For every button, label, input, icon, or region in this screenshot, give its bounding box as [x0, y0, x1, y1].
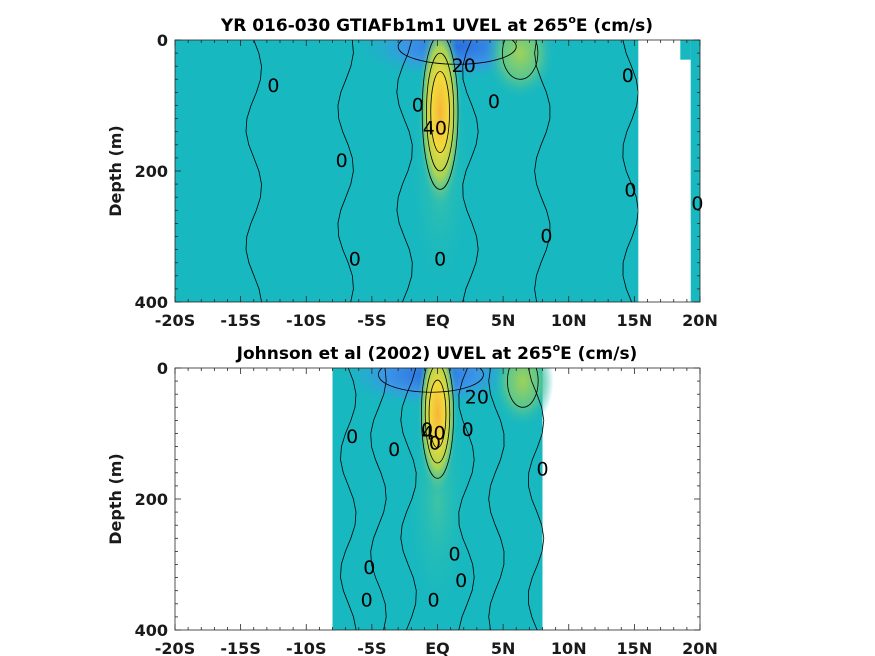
y-tick-label: 0 [157, 359, 168, 378]
contour-label: 0 [336, 150, 348, 172]
land-mask-region [680, 223, 691, 302]
contour-label: 0 [349, 248, 361, 270]
contour-label: 0 [488, 91, 500, 113]
x-tick-label: -20S [155, 311, 195, 330]
panel-bottom-field [332, 368, 554, 630]
contour-line [622, 40, 639, 302]
contour-label: 0 [624, 180, 636, 202]
panel-bottom-title: Johnson et al (2002) UVEL at 265oE (cm/s… [236, 341, 638, 364]
x-tick-label: 10N [551, 639, 587, 656]
contour-line [370, 368, 387, 630]
contour-line [507, 368, 539, 408]
x-tick-label: 20N [682, 311, 718, 330]
contour-label: 0 [428, 590, 440, 612]
contour-line [430, 71, 450, 153]
panel-bottom: Johnson et al (2002) UVEL at 265oE (cm/s… [106, 341, 718, 656]
contour-line [421, 40, 459, 190]
panel-bottom-contours [340, 368, 545, 630]
contour-line [426, 52, 455, 172]
x-tick-label: EQ [425, 311, 450, 330]
x-tick-label: 5N [491, 639, 516, 656]
contour-label: 0 [429, 432, 441, 454]
contour-line [337, 40, 354, 302]
contour-line [397, 40, 517, 65]
y-tick-label: 200 [135, 490, 168, 509]
contour-label: 20 [452, 55, 476, 77]
y-tick-label: 200 [135, 162, 168, 181]
contour-label: 0 [346, 426, 358, 448]
contour-line [428, 379, 447, 449]
contour-label: 0 [622, 65, 634, 87]
contour-line [534, 40, 551, 302]
panel-top: YR 016-030 GTIAFb1m1 UVEL at 265oE (cm/s… [106, 13, 718, 330]
contour-label: 0 [691, 193, 703, 215]
contour-line [462, 40, 479, 302]
contour-label: 0 [267, 75, 279, 97]
x-tick-label: -5S [357, 311, 386, 330]
open-water-strip [680, 40, 691, 60]
contour-label: 0 [455, 570, 467, 592]
x-tick-label: EQ [425, 639, 450, 656]
x-tick-label: 10N [551, 311, 587, 330]
x-tick-label: -15S [220, 311, 260, 330]
x-tick-label: -5S [357, 639, 386, 656]
contour-line [396, 40, 413, 302]
contour-label: 0 [434, 248, 446, 270]
y-tick-label: 400 [135, 621, 168, 640]
panel-top-title: YR 016-030 GTIAFb1m1 UVEL at 265oE (cm/s… [220, 13, 653, 36]
contour-line [502, 40, 539, 80]
x-tick-label: -20S [155, 639, 195, 656]
contour-line [424, 368, 451, 464]
contour-label: 20 [465, 386, 489, 408]
y-tick-label: 0 [157, 31, 168, 50]
x-tick-label: 20N [682, 639, 718, 656]
contour-line [378, 368, 484, 393]
contour-line [340, 368, 357, 630]
contour-label: 0 [536, 459, 548, 481]
contour-label: 0 [361, 590, 373, 612]
contour-label: 0 [449, 544, 461, 566]
contour-line [400, 368, 417, 630]
panel-top-undercurrent-core [417, 40, 463, 213]
contour-line [488, 368, 505, 630]
contour-line [458, 368, 475, 630]
panel-top-land-mask [638, 40, 700, 302]
contour-line [420, 368, 455, 479]
panel-top-contours [245, 40, 639, 302]
x-tick-label: -10S [286, 311, 326, 330]
contour-label: 0 [421, 419, 433, 441]
x-tick-label: 5N [491, 311, 516, 330]
x-tick-label: 15N [617, 311, 653, 330]
contour-label: 0 [412, 95, 424, 117]
contour-line [245, 40, 262, 302]
contour-label: 40 [421, 423, 445, 445]
x-tick-label: -10S [286, 639, 326, 656]
contour-label: 0 [540, 226, 552, 248]
x-tick-label: 15N [617, 639, 653, 656]
contour-label: 40 [423, 117, 447, 139]
y-tick-label: 400 [135, 293, 168, 312]
contour-line [527, 368, 545, 630]
panel-top-ylabel: Depth (m) [106, 125, 125, 217]
contour-label: 0 [388, 439, 400, 461]
x-tick-label: -15S [220, 639, 260, 656]
panel-bottom-ylabel: Depth (m) [106, 453, 125, 545]
contour-label: 0 [462, 419, 474, 441]
panel-top-field [175, 40, 700, 302]
contour-label: 0 [363, 557, 375, 579]
